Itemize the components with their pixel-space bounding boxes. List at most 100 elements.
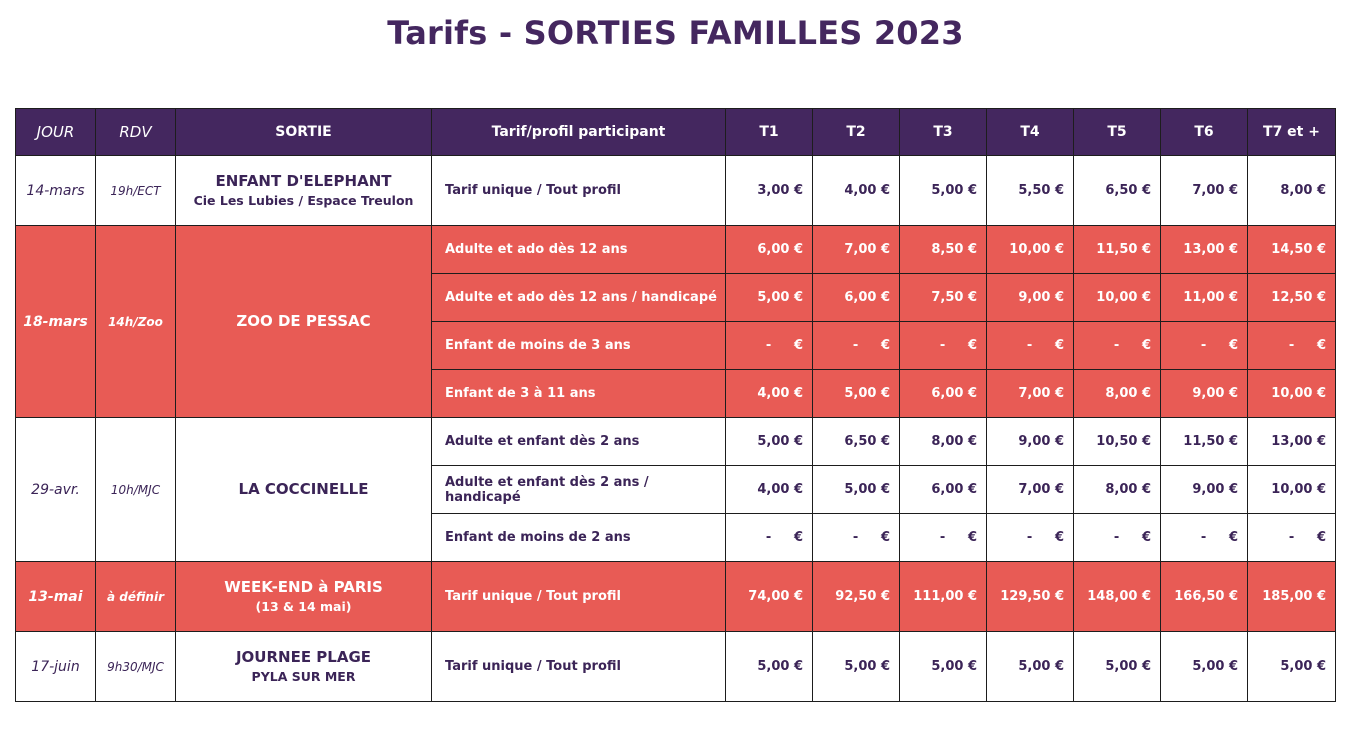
price-t4: 9,00 € bbox=[986, 273, 1074, 322]
price-t5: 148,00 € bbox=[1073, 561, 1161, 632]
price-t6: - € bbox=[1160, 513, 1248, 562]
profile-label: Tarif unique / Tout profil bbox=[431, 155, 726, 226]
price-t5: 8,00 € bbox=[1073, 465, 1161, 514]
price-t1: 6,00 € bbox=[725, 225, 813, 274]
price-t1: 3,00 € bbox=[725, 155, 813, 226]
price-t7-plus: 13,00 € bbox=[1247, 417, 1336, 466]
event-name-cell: WEEK-END à PARIS (13 & 14 mai) bbox=[175, 561, 432, 632]
price-t4: 129,50 € bbox=[986, 561, 1074, 632]
table-row: Adulte et enfant dès 2 ans / handicapé 4… bbox=[16, 465, 1336, 514]
event-name-cell: LA COCCINELLE bbox=[175, 417, 432, 562]
event-name: WEEK-END à PARIS bbox=[224, 577, 383, 596]
price-t1: - € bbox=[725, 321, 813, 370]
price-t7-plus: 10,00 € bbox=[1247, 465, 1336, 514]
header-rdv: RDV bbox=[95, 108, 176, 156]
price-t1: 4,00 € bbox=[725, 465, 813, 514]
price-t2: 92,50 € bbox=[812, 561, 900, 632]
table-row: 17-juin 9h30/MJC JOURNEE PLAGE PYLA SUR … bbox=[15, 631, 1336, 702]
event-name-cell: JOURNEE PLAGE PYLA SUR MER bbox=[175, 631, 432, 702]
price-t5: 8,00 € bbox=[1073, 369, 1161, 418]
event-date: 18-mars bbox=[15, 225, 96, 418]
price-t5: - € bbox=[1073, 321, 1161, 370]
price-t7-plus: 185,00 € bbox=[1247, 561, 1336, 632]
event-name: LA COCCINELLE bbox=[238, 479, 369, 498]
price-t5: 10,00 € bbox=[1073, 273, 1161, 322]
profile-label: Tarif unique / Tout profil bbox=[431, 561, 726, 632]
price-t4: 5,50 € bbox=[986, 155, 1074, 226]
event-subtitle: PYLA SUR MER bbox=[251, 669, 356, 685]
header-jour: JOUR bbox=[15, 108, 96, 156]
event-subtitle: Cie Les Lubies / Espace Treulon bbox=[193, 193, 414, 209]
price-t2: 7,00 € bbox=[812, 225, 900, 274]
price-t4: 10,00 € bbox=[986, 225, 1074, 274]
event-rdv: 14h/Zoo bbox=[95, 225, 176, 418]
price-t1: 74,00 € bbox=[725, 561, 813, 632]
price-t3: 6,00 € bbox=[899, 465, 987, 514]
price-t3: 6,00 € bbox=[899, 369, 987, 418]
price-t6: 5,00 € bbox=[1160, 631, 1248, 702]
header-t5: T5 bbox=[1073, 108, 1161, 156]
price-t2: 5,00 € bbox=[812, 369, 900, 418]
table-row: Enfant de 3 à 11 ans 4,00 € 5,00 € 6,00 … bbox=[16, 369, 1336, 418]
price-t5: 11,50 € bbox=[1073, 225, 1161, 274]
event-name: ENFANT D'ELEPHANT bbox=[215, 171, 392, 190]
event-rdv: 19h/ECT bbox=[95, 155, 176, 226]
event-rdv: 10h/MJC bbox=[95, 417, 176, 562]
profile-label: Tarif unique / Tout profil bbox=[431, 631, 726, 702]
price-t7-plus: 10,00 € bbox=[1247, 369, 1336, 418]
header-t6: T6 bbox=[1160, 108, 1248, 156]
price-t4: 9,00 € bbox=[986, 417, 1074, 466]
price-t6: 13,00 € bbox=[1160, 225, 1248, 274]
event-date: 17-juin bbox=[15, 631, 96, 702]
header-t4: T4 bbox=[986, 108, 1074, 156]
price-t5: - € bbox=[1073, 513, 1161, 562]
table-row: 29-avr. 10h/MJC LA COCCINELLE Adulte et … bbox=[15, 417, 1336, 562]
table-row: 14-mars 19h/ECT ENFANT D'ELEPHANT Cie Le… bbox=[15, 155, 1336, 226]
price-t4: - € bbox=[986, 321, 1074, 370]
price-t6: 9,00 € bbox=[1160, 369, 1248, 418]
event-date: 13-mai bbox=[15, 561, 96, 632]
price-t6: 166,50 € bbox=[1160, 561, 1248, 632]
event-rdv: à définir bbox=[95, 561, 176, 632]
table-row: 13-mai à définir WEEK-END à PARIS (13 & … bbox=[15, 561, 1336, 632]
profile-label: Adulte et ado dès 12 ans bbox=[431, 225, 726, 274]
event-name-cell: ENFANT D'ELEPHANT Cie Les Lubies / Espac… bbox=[175, 155, 432, 226]
event-name: ZOO DE PESSAC bbox=[236, 311, 371, 330]
price-t6: 9,00 € bbox=[1160, 465, 1248, 514]
price-t1: 5,00 € bbox=[725, 417, 813, 466]
price-t7-plus: 14,50 € bbox=[1247, 225, 1336, 274]
price-t3: 8,00 € bbox=[899, 417, 987, 466]
event-name: JOURNEE PLAGE bbox=[235, 647, 372, 666]
profile-label: Adulte et ado dès 12 ans / handicapé bbox=[431, 273, 726, 322]
price-t3: - € bbox=[899, 321, 987, 370]
price-t5: 6,50 € bbox=[1073, 155, 1161, 226]
tarifs-table: JOUR RDV SORTIE Tarif/profil participant… bbox=[15, 108, 1336, 702]
profile-label: Enfant de moins de 2 ans bbox=[431, 513, 726, 562]
profile-label: Adulte et enfant dès 2 ans bbox=[431, 417, 726, 466]
price-t1: 4,00 € bbox=[725, 369, 813, 418]
header-row: JOUR RDV SORTIE Tarif/profil participant… bbox=[15, 108, 1336, 156]
price-t2: 6,00 € bbox=[812, 273, 900, 322]
price-t2: - € bbox=[812, 513, 900, 562]
header-t2: T2 bbox=[812, 108, 900, 156]
table-row: Adulte et ado dès 12 ans / handicapé 5,0… bbox=[16, 273, 1336, 322]
header-sortie: SORTIE bbox=[175, 108, 432, 156]
profile-label: Adulte et enfant dès 2 ans / handicapé bbox=[431, 465, 726, 514]
event-subtitle: (13 & 14 mai) bbox=[255, 599, 352, 615]
event-date: 29-avr. bbox=[15, 417, 96, 562]
header-t3: T3 bbox=[899, 108, 987, 156]
price-t3: 5,00 € bbox=[899, 155, 987, 226]
profile-label: Enfant de moins de 3 ans bbox=[431, 321, 726, 370]
profile-label: Enfant de 3 à 11 ans bbox=[431, 369, 726, 418]
price-t4: - € bbox=[986, 513, 1074, 562]
price-t3: 8,50 € bbox=[899, 225, 987, 274]
header-tarif-profil: Tarif/profil participant bbox=[431, 108, 726, 156]
price-t7-plus: 5,00 € bbox=[1247, 631, 1336, 702]
price-t6: - € bbox=[1160, 321, 1248, 370]
price-t7-plus: - € bbox=[1247, 321, 1336, 370]
price-t1: 5,00 € bbox=[725, 631, 813, 702]
price-t4: 7,00 € bbox=[986, 465, 1074, 514]
price-t6: 11,50 € bbox=[1160, 417, 1248, 466]
price-t2: 5,00 € bbox=[812, 631, 900, 702]
event-date: 14-mars bbox=[15, 155, 96, 226]
